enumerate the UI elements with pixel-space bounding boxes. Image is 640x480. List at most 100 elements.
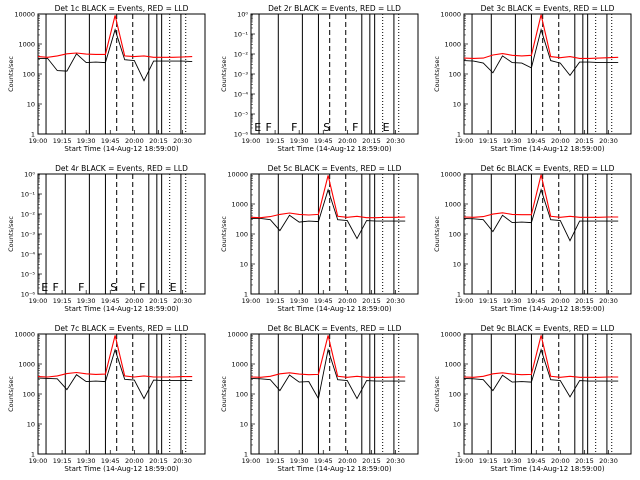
x-tick-label: 20:15 — [149, 137, 168, 145]
x-tick-label: 20:15 — [149, 297, 168, 305]
y-axis-label: Counts/sec — [433, 56, 441, 92]
x-tick-label: 20:30 — [599, 457, 618, 465]
x-axis-label: Start Time (14-Aug-12 18:59:00) — [277, 145, 391, 153]
y-tick-label: 10⁰ — [237, 11, 248, 19]
x-axis-label: Start Time (14-Aug-12 18:59:00) — [64, 465, 178, 473]
y-tick-label: 1 — [31, 451, 35, 459]
x-tick-label: 19:30 — [290, 297, 309, 305]
attenuator-label: E — [170, 281, 177, 294]
x-tick-label: 20:15 — [575, 297, 594, 305]
x-tick-label: 20:00 — [125, 137, 144, 145]
x-tick-label: 19:45 — [527, 137, 546, 145]
lld-series-line — [463, 174, 619, 218]
events-series-line — [38, 28, 193, 82]
y-tick-label: 1000 — [444, 361, 461, 369]
y-tick-label: 100 — [23, 391, 35, 399]
y-tick-label: 10 — [453, 421, 461, 429]
x-axis-label: Start Time (14-Aug-12 18:59:00) — [490, 145, 604, 153]
x-tick-label: 20:15 — [362, 457, 381, 465]
y-tick-label: 1000 — [444, 41, 461, 49]
x-tick-label: 19:45 — [314, 297, 333, 305]
x-tick-label: 20:15 — [149, 457, 168, 465]
events-series-line — [37, 348, 193, 400]
attenuator-label: S — [323, 121, 330, 134]
panel-title: Det 5c BLACK = Events, RED = LLD — [268, 164, 402, 173]
y-tick-label: 10⁻³ — [21, 231, 36, 239]
x-tick-label: 20:15 — [575, 457, 594, 465]
y-tick-label: 1 — [244, 451, 248, 459]
x-tick-label: 19:00 — [242, 457, 261, 465]
x-tick-label: 20:30 — [386, 137, 405, 145]
x-tick-label: 20:00 — [338, 457, 357, 465]
x-axis-label: Start Time (14-Aug-12 18:59:00) — [277, 305, 391, 313]
x-tick-label: 20:00 — [338, 297, 357, 305]
x-tick-label: 19:00 — [29, 297, 48, 305]
x-tick-label: 20:15 — [362, 137, 381, 145]
x-axis-label: Start Time (14-Aug-12 18:59:00) — [490, 465, 604, 473]
x-tick-label: 19:00 — [455, 457, 474, 465]
x-tick-label: 20:30 — [173, 137, 192, 145]
y-tick-label: 100 — [449, 71, 461, 79]
x-tick-label: 19:00 — [29, 457, 48, 465]
x-tick-label: 19:15 — [53, 457, 72, 465]
detector-panel: Det 9c BLACK = Events, RED = LLD 1 10 100 10… — [433, 324, 632, 473]
panel-title: Det 7c BLACK = Events, RED = LLD — [55, 324, 189, 333]
x-axis-label: Start Time (14-Aug-12 18:59:00) — [64, 305, 178, 313]
y-axis-label: Counts/sec — [7, 376, 15, 412]
y-tick-label: 10000 — [227, 331, 248, 339]
y-tick-label: 10 — [240, 261, 248, 269]
y-tick-label: 10⁻⁴ — [234, 91, 249, 99]
x-tick-label: 19:45 — [527, 297, 546, 305]
y-tick-label: 1000 — [231, 201, 248, 209]
x-tick-label: 19:00 — [455, 297, 474, 305]
x-tick-label: 20:15 — [575, 137, 594, 145]
x-tick-label: 19:30 — [77, 457, 96, 465]
panel-title: Det 8c BLACK = Events, RED = LLD — [268, 324, 402, 333]
x-tick-label: 19:45 — [101, 137, 120, 145]
y-tick-label: 10⁻³ — [234, 71, 249, 79]
y-tick-label: 10⁻⁵ — [21, 271, 36, 279]
x-tick-label: 20:30 — [386, 457, 405, 465]
y-axis-label: Counts/sec — [7, 56, 15, 92]
panel-title: Det 2r BLACK = Events, RED = LLD — [268, 4, 401, 13]
x-tick-label: 19:15 — [479, 137, 498, 145]
x-tick-label: 19:45 — [314, 137, 333, 145]
y-tick-label: 10 — [27, 421, 35, 429]
x-tick-label: 20:00 — [551, 137, 570, 145]
y-tick-label: 1 — [457, 291, 461, 299]
x-tick-label: 19:15 — [266, 297, 285, 305]
x-tick-label: 20:00 — [551, 297, 570, 305]
x-tick-label: 19:45 — [527, 457, 546, 465]
y-axis-label: Counts/sec — [7, 216, 15, 252]
detector-panel: Det 5c BLACK = Events, RED = LLD 1 10 100 10… — [220, 164, 419, 313]
x-tick-label: 19:15 — [266, 457, 285, 465]
y-tick-label: 1 — [457, 451, 461, 459]
attenuator-label: F — [139, 281, 145, 294]
y-tick-label: 100 — [449, 391, 461, 399]
lld-series-line — [250, 175, 406, 219]
detector-panel: Det 7c BLACK = Events, RED = LLD 1 10 100 10… — [7, 324, 206, 473]
x-tick-label: 19:00 — [455, 137, 474, 145]
detector-panel: Det 1c BLACK = Events, RED = LLD 1 10 100 10… — [7, 4, 206, 153]
y-tick-label: 100 — [236, 391, 248, 399]
panel-title: Det 3c BLACK = Events, RED = LLD — [481, 4, 615, 13]
y-axis-label: Counts/sec — [433, 216, 441, 252]
attenuator-label: F — [78, 281, 84, 294]
events-series-line — [463, 348, 619, 398]
x-tick-label: 19:30 — [290, 137, 309, 145]
lld-series-line — [463, 335, 619, 378]
y-tick-label: 10000 — [14, 11, 35, 19]
panel-title: Det 4r BLACK = Events, RED = LLD — [55, 164, 188, 173]
lld-series-line — [37, 15, 193, 58]
events-series-line — [463, 188, 619, 242]
x-axis-label: Start Time (14-Aug-12 18:59:00) — [490, 305, 604, 313]
x-tick-label: 19:15 — [479, 297, 498, 305]
y-tick-label: 10 — [240, 421, 248, 429]
detector-panel: Det 6c BLACK = Events, RED = LLD 1 10 100 10… — [433, 164, 632, 313]
y-axis-label: Counts/sec — [433, 376, 441, 412]
x-tick-label: 19:30 — [503, 297, 522, 305]
y-tick-label: 100 — [236, 231, 248, 239]
y-tick-label: 1000 — [18, 361, 35, 369]
lld-series-line — [37, 335, 193, 378]
